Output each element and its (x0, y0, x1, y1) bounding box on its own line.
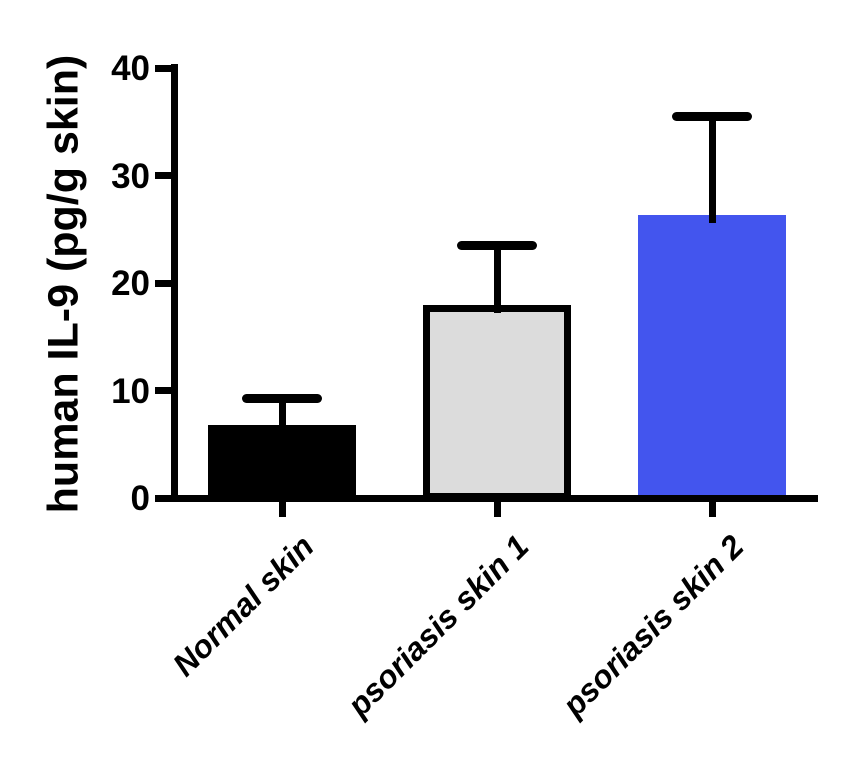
x-category-label: Normal skin (165, 528, 321, 683)
y-tick-label: 10 (111, 371, 150, 411)
x-category-label: psoriasis skin 2 (555, 528, 751, 724)
error-bar-cap (457, 240, 537, 250)
y-axis-tick (155, 494, 171, 502)
y-axis-line (171, 64, 178, 502)
y-axis-tick (155, 387, 171, 394)
bar-psoriasis-skin-2 (638, 215, 786, 500)
y-tick-label: 40 (111, 49, 150, 88)
error-bar-cap (242, 393, 322, 403)
error-bar-line (278, 398, 286, 433)
error-bar-cap (672, 111, 752, 121)
x-axis-tick (708, 501, 716, 517)
y-axis-tick (155, 64, 171, 72)
y-tick-label: 30 (111, 156, 150, 196)
x-category-label: psoriasis skin 1 (340, 528, 536, 724)
x-axis-line (171, 494, 818, 502)
x-axis-tick (493, 501, 501, 517)
y-axis-tick (155, 172, 171, 179)
error-bar-line (708, 116, 716, 224)
bar-psoriasis-skin-1 (423, 304, 571, 500)
x-axis-tick (278, 501, 286, 517)
y-axis-tick (155, 279, 171, 287)
y-tick-label: 0 (130, 479, 150, 518)
y-tick-label: 20 (111, 264, 150, 303)
error-bar-line (493, 245, 501, 313)
bar-normal-skin (208, 424, 356, 500)
